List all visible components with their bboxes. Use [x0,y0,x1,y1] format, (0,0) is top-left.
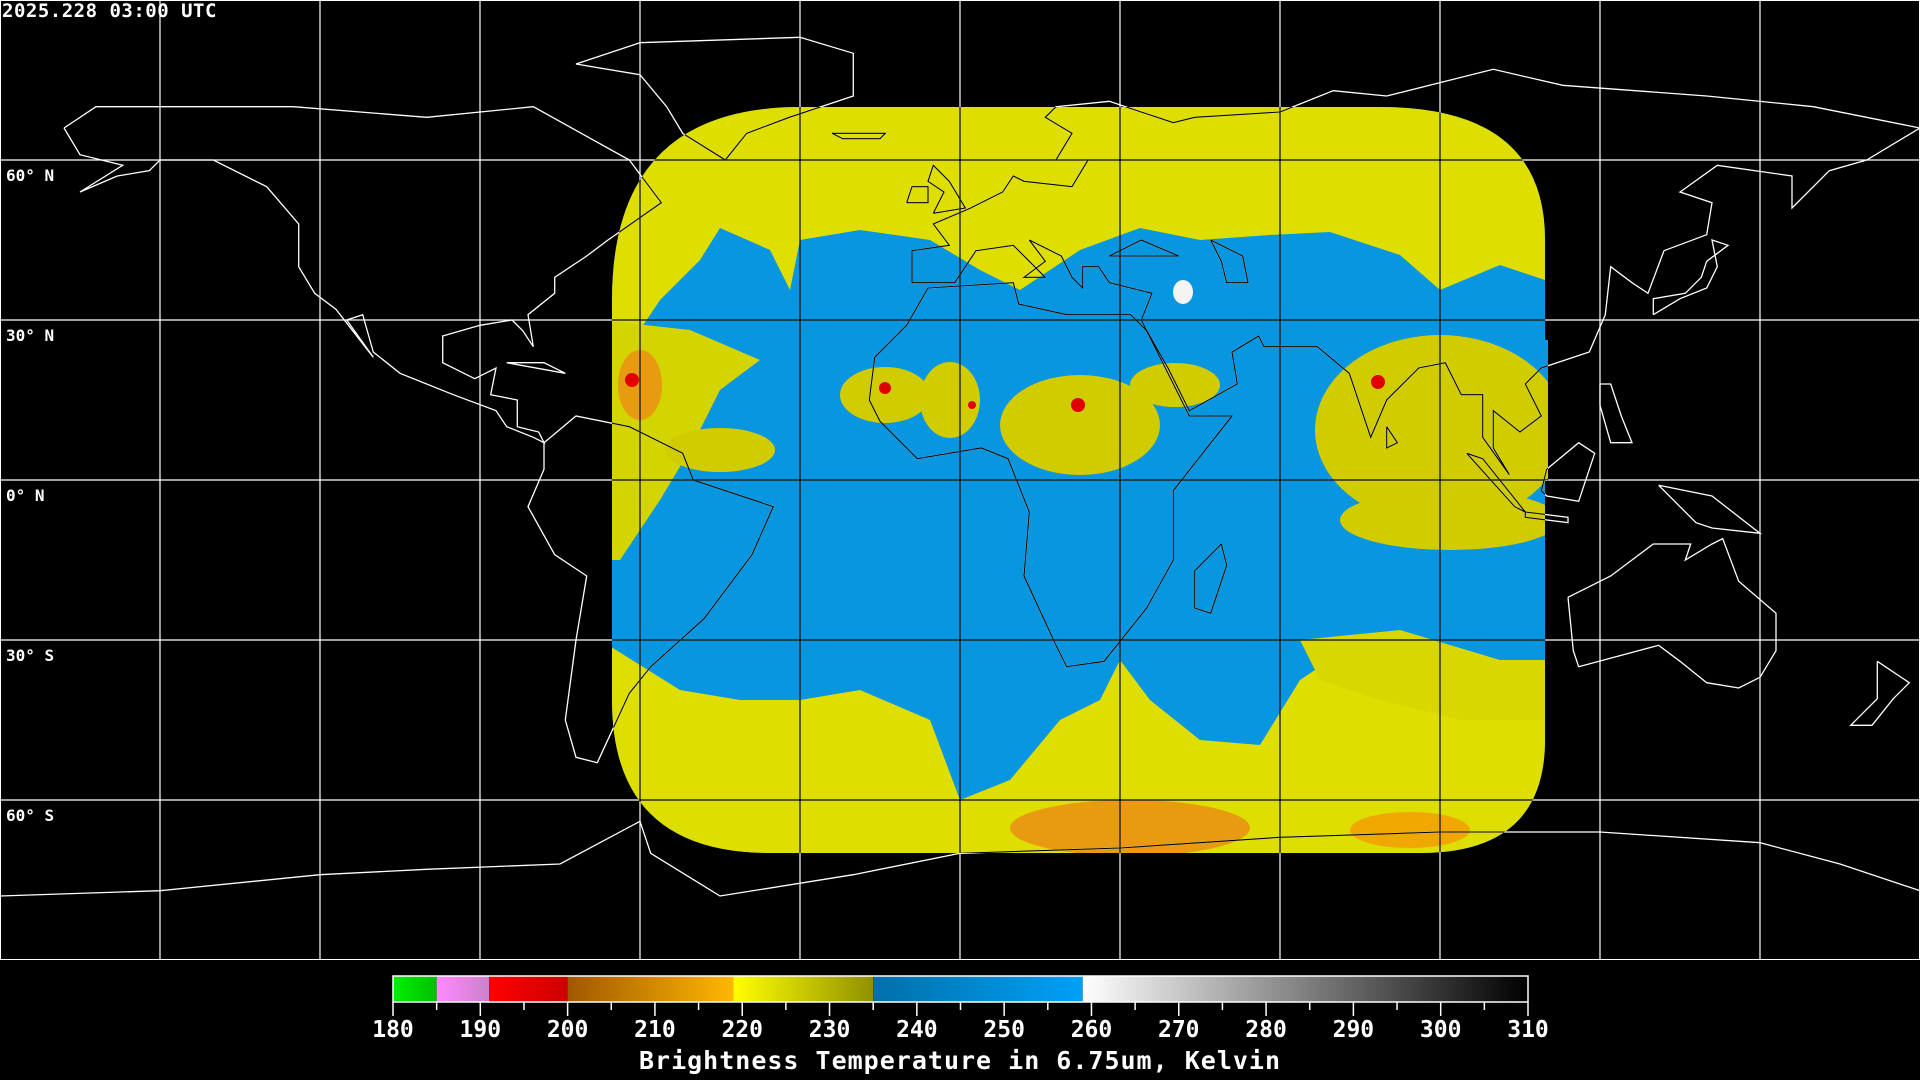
colorbar-segment-259-310 [1082,976,1528,1002]
coastline-northamerica [63,106,663,445]
lat-label-equator: 0° N [6,486,45,505]
lat-label-30s: 30° S [6,646,55,665]
colorbar-tick-label: 260 [1071,1017,1113,1040]
coastline-cuba [506,362,566,374]
coastline-java [1524,511,1548,524]
colorbar-tick-label: 270 [1158,1017,1200,1040]
coastline-iceland [831,132,887,140]
cold-top-west-africa [879,382,891,394]
colorbar-segment-180-185 [393,976,437,1002]
convection-atlantic [665,428,775,472]
coastline-japan [1652,239,1730,316]
colorbar-tick-label: 280 [1245,1017,1287,1040]
colorbar-title: Brightness Temperature in 6.75um, Kelvin [638,1046,1282,1075]
cold-top-sahel [968,401,976,409]
colorbar-segment-185-191 [436,976,490,1002]
colorbar-tick-label: 240 [896,1017,938,1040]
convection-sahel [920,362,980,438]
coastline-britain [927,164,967,214]
convection-arabia [1130,363,1220,407]
coastline-eurasia [911,107,1548,476]
lat-label-60n: 60° N [6,166,55,185]
colorbar-tick-label: 200 [547,1017,589,1040]
coastline-srilanka [1386,426,1399,449]
lat-label-30n: 30° N [6,326,55,345]
colorbar-segment-200-219 [567,976,734,1002]
convection-west-africa [840,367,930,423]
colorbar: 180 190 200 210 220 230 240 250 260 270 280 290 300 3… [372,975,1549,1040]
colorbar-segment-219-235 [733,976,874,1002]
colorbar-tick-label: 300 [1420,1017,1462,1040]
dry-patch-south [1010,800,1250,853]
colorbar-tick-label: 310 [1507,1017,1549,1040]
cold-top-central-africa [1071,398,1085,412]
colorbar-tick-label: 180 [372,1017,414,1040]
coastline-newguinea [1658,484,1763,535]
south-dry-band [612,640,1548,853]
southeast-dry-band [1300,630,1548,720]
coastline-ireland [906,186,929,204]
cold-top-india [1371,375,1385,389]
coastline-antarctica [0,820,1920,897]
cold-top-atlantic [625,373,639,387]
colorbar-tick-label: 220 [721,1017,763,1040]
coastline-borneo [1540,441,1596,503]
colorbar-tick-label: 190 [460,1017,502,1040]
colorbar-tick-label: 210 [634,1017,676,1040]
satellite-map [0,0,1920,960]
coastline-australia [1567,537,1777,689]
colorbar-tick-label: 230 [809,1017,851,1040]
warm-spot [1173,280,1193,304]
colorbar-segment-191-200 [489,976,568,1002]
timestamp: 2025.228 03:00 UTC [2,0,217,22]
north-dry-band [612,107,1548,330]
coastline-caspian [1210,239,1249,284]
lat-label-60s: 60° S [6,806,55,825]
coastline-blacksea [1109,239,1179,257]
colorbar-segment-235-259 [873,976,1083,1002]
coastline-madagascar [1194,543,1228,614]
coastline-newzealand [1849,660,1911,726]
dry-patch-southeast [1350,812,1470,848]
colorbar-tick-label: 250 [983,1017,1025,1040]
coastline-southamerica [612,415,775,764]
colorbar-tick-label: 290 [1333,1017,1375,1040]
convection-maritime [1340,490,1548,550]
